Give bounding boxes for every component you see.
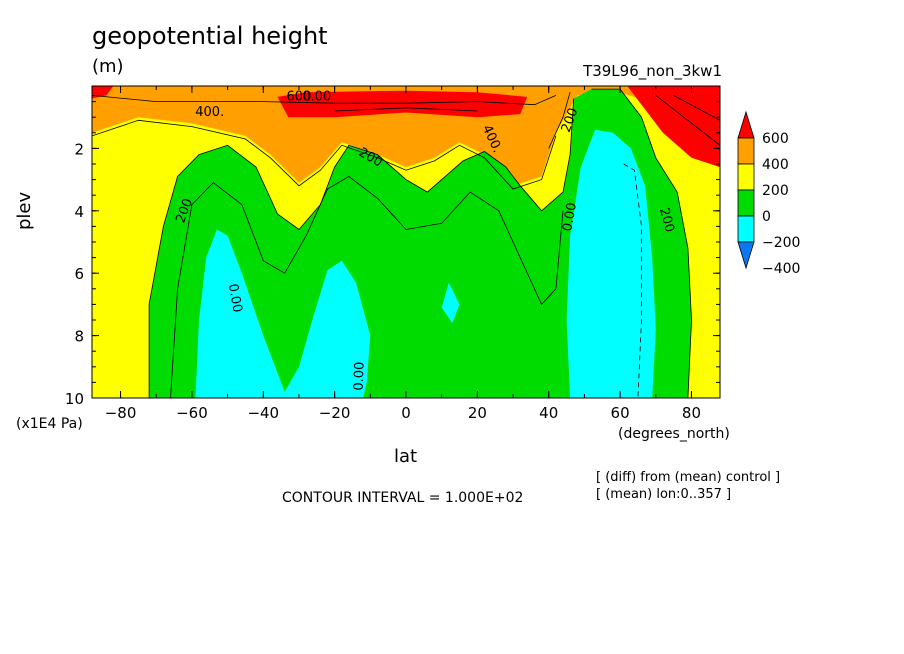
experiment-label: T39L96_non_3kw1 bbox=[583, 62, 722, 80]
y-tick-label: 2 bbox=[74, 140, 84, 158]
contour-label: 0.00 bbox=[352, 361, 368, 390]
colorbar-seg-400-600 bbox=[737, 137, 755, 165]
x-tick-label: −40 bbox=[247, 404, 279, 422]
y-tick-label: 4 bbox=[74, 203, 84, 221]
colorbar-label: 0 bbox=[762, 209, 771, 225]
x-tick-label: 80 bbox=[682, 404, 701, 422]
x-tick-label: −80 bbox=[105, 404, 137, 422]
contour-label: 400. bbox=[195, 105, 224, 120]
colorbar-seg-0-200 bbox=[737, 189, 755, 217]
x-tick-label: 60 bbox=[611, 404, 630, 422]
plot-title: geopotential height bbox=[92, 22, 328, 50]
region-400-600 bbox=[92, 86, 720, 186]
colorbar-bottom-arrow bbox=[737, 241, 755, 270]
contour-line-700 bbox=[334, 107, 478, 112]
colorbar: 600 400 200 0 −200 −400 bbox=[737, 110, 800, 277]
colorbar-seg-200-400 bbox=[737, 163, 755, 191]
contour-field bbox=[92, 86, 720, 398]
region-neg-north bbox=[566, 129, 656, 398]
colorbar-label: 200 bbox=[762, 183, 789, 199]
contour-label: 0.00 bbox=[302, 89, 331, 104]
colorbar-top-arrow bbox=[737, 110, 755, 139]
note-diff: [ (diff) from (mean) control ] bbox=[596, 470, 781, 485]
y-axis-units: (x1E4 Pa) bbox=[16, 416, 83, 432]
x-tick-label: 0 bbox=[401, 404, 411, 422]
region-neg-south bbox=[195, 229, 371, 398]
x-tick-label: 40 bbox=[539, 404, 558, 422]
contour-label: 0.00 bbox=[560, 201, 580, 232]
y-tick-label: 10 bbox=[65, 390, 84, 408]
x-tick-label: 20 bbox=[468, 404, 487, 422]
contour-line-200-north bbox=[591, 88, 692, 398]
y-tick-label: 6 bbox=[74, 265, 84, 283]
colorbar-seg-neg200-0 bbox=[737, 215, 755, 243]
contour-line-100 bbox=[170, 176, 564, 398]
contour-line-800 bbox=[673, 95, 720, 121]
region-gt-600-north bbox=[627, 86, 720, 168]
region-0-200 bbox=[149, 89, 692, 398]
colorbar-label: 600 bbox=[762, 131, 789, 147]
contour-line-300 bbox=[548, 92, 571, 149]
x-axis-units: (degrees_north) bbox=[618, 426, 730, 442]
contour-line-200-south bbox=[148, 98, 575, 398]
axes: −80 −60 −40 −20 0 20 40 60 80 2 4 6 8 10 bbox=[65, 86, 720, 422]
x-tick-label: −20 bbox=[319, 404, 351, 422]
contour-label: 200 bbox=[656, 206, 677, 234]
region-neg-small bbox=[441, 282, 460, 324]
x-axis-label: lat bbox=[394, 446, 418, 467]
contour-line-400 bbox=[92, 119, 557, 190]
contour-line-500 bbox=[92, 95, 557, 106]
x-tick-label: −60 bbox=[176, 404, 208, 422]
colorbar-label: −400 bbox=[762, 261, 800, 277]
region-gt-600-south bbox=[92, 86, 114, 99]
units-label: (m) bbox=[92, 56, 124, 77]
colorbar-label: 400 bbox=[762, 157, 789, 173]
contour-interval: CONTOUR INTERVAL = 1.000E+02 bbox=[282, 490, 524, 506]
contour-label: 600 bbox=[287, 89, 312, 104]
colorbar-label: −200 bbox=[762, 235, 800, 251]
contour-label: 0.00 bbox=[225, 283, 245, 314]
note-mean: [ (mean) lon:0..357 ] bbox=[596, 487, 732, 502]
contour-line-700-north bbox=[655, 95, 720, 146]
y-tick-label: 8 bbox=[74, 328, 84, 346]
